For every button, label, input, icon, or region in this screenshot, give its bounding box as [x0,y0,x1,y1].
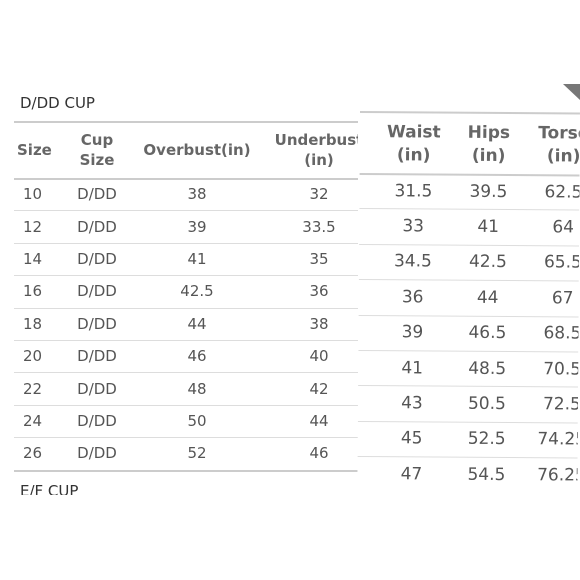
header-cell: Hips (in) [467,122,511,166]
table-cell: D/DD [77,282,117,301]
table-cell: 42.5 [180,282,214,301]
table-cell: 35 [309,249,329,268]
next-title: E/F CUP [20,482,79,495]
table-cell: 46 [187,347,207,366]
rule [14,437,358,439]
left-table: D/DD CUP E/F CUP Size Cup Size Overbust(in… [14,94,358,495]
rule [14,469,358,472]
table-title: D/DD CUP [20,94,95,112]
rule [14,242,358,244]
table-cell: 33.5 [302,217,336,236]
table-cell: 64 [552,217,575,238]
table-cell: D/DD [77,249,117,268]
table-cell: 34.5 [393,251,432,272]
table-cell: 47 [400,464,423,485]
table-cell: 40 [309,347,329,366]
table-cell: 41 [401,357,424,379]
table-cell: D/DD [77,185,117,204]
table-cell: 44 [187,314,207,333]
table-cell: 50 [187,411,207,430]
table-cell: 76.25 [537,465,580,486]
table-cell: 26 [23,444,43,463]
table-cell: 44 [476,287,499,308]
table-cell: 72.5 [542,394,580,415]
table-cell: D/DD [77,444,117,463]
table-cell: 67 [551,288,574,309]
table-cell: 45 [400,428,423,449]
rule [14,404,358,406]
table-cell: 52.5 [467,429,506,450]
table-cell: 42 [309,379,329,398]
rule [14,178,358,180]
header-cell: Torso (in) [538,122,580,167]
table-cell: 44 [309,411,329,430]
header-cell: Size [17,140,52,159]
table-cell: D/DD [77,411,117,430]
table-cell: 39 [187,217,207,236]
header-cell: Cup Size [79,130,115,169]
header-cell: Waist (in) [386,121,441,165]
table-cell: D/DD [77,347,117,366]
rule [14,307,358,309]
table-cell: D/DD [77,217,117,236]
rule [14,210,358,212]
table-cell: 16 [23,282,43,301]
header-cell: Overbust(in) [143,140,251,159]
table-cell: 42.5 [468,252,507,273]
rule [14,121,358,123]
rule [14,340,358,341]
table-cell: 50.5 [467,393,506,415]
table-cell: 36 [309,282,329,301]
corner-shape [563,84,580,100]
table-cell: 39.5 [469,181,508,202]
table-cell: 38 [187,185,207,204]
table-cell: 22 [23,379,43,398]
table-cell: 48.5 [468,358,507,379]
table-cell: 14 [23,249,43,268]
table-cell: 41 [187,249,207,268]
table-cell: 48 [187,379,207,398]
table-cell: 54.5 [467,464,506,485]
table-cell: 38 [309,314,329,333]
table-cell: 52 [187,444,207,463]
table-cell: 41 [477,216,500,238]
rule [14,372,358,374]
table-cell: 20 [23,347,43,366]
header-cell: Underbust (in) [274,130,358,169]
table-cell: 12 [23,217,43,236]
table-cell: 39 [401,322,424,343]
table-cell: 70.5 [543,358,580,380]
table-cell: 46.5 [468,323,507,344]
table-cell: 46 [309,444,329,463]
right-table: Waist (in) Hips (in) Torso (in) 31.5 39.5 62.… [357,110,580,492]
table-cell: D/DD [77,314,117,333]
table-cell: 62.5 [544,181,580,203]
table-cell: 18 [23,314,43,333]
table-cell: 33 [402,216,425,237]
table-cell: 68.5 [543,323,580,344]
table-cell: D/DD [77,379,117,398]
table-cell: 32 [309,185,329,204]
table-cell: 43 [401,393,423,414]
rule [14,275,358,277]
table-cell: 24 [23,411,43,430]
table-cell: 36 [401,287,424,308]
table-cell: 74.25 [537,429,580,451]
table-cell: 65.5 [543,252,580,274]
table-cell: 10 [23,185,43,204]
table-cell: 31.5 [394,180,433,202]
